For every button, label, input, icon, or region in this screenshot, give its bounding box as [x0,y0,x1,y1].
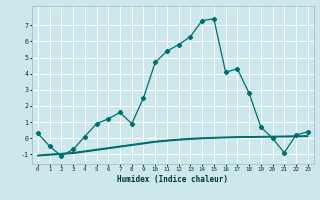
X-axis label: Humidex (Indice chaleur): Humidex (Indice chaleur) [117,175,228,184]
